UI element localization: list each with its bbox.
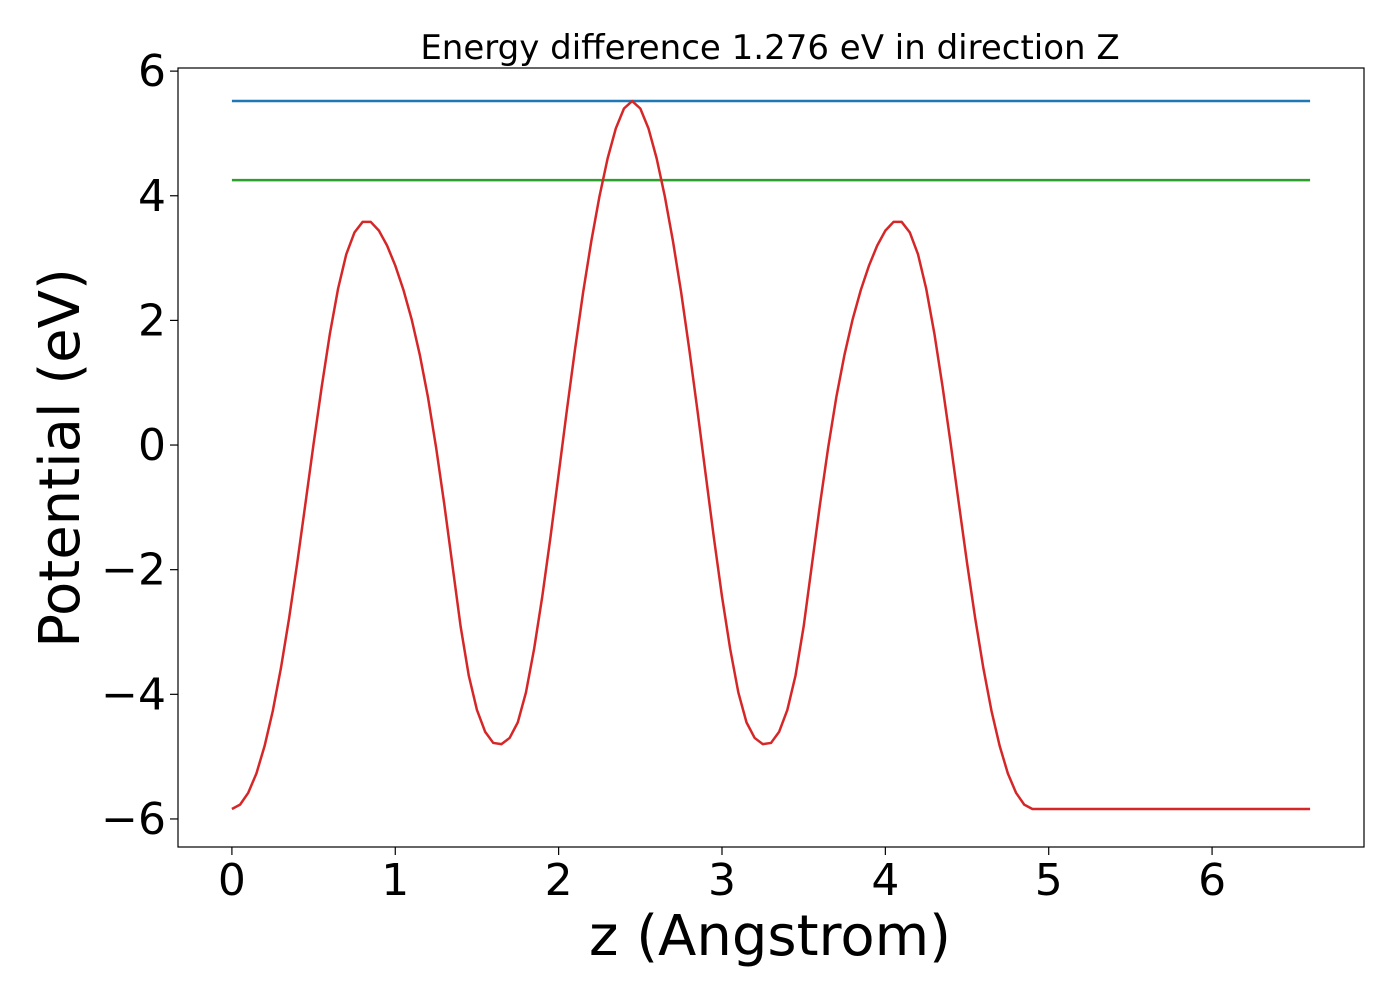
- series-line-2: [231, 99, 1311, 811]
- chart-title: Energy difference 1.276 eV in direction …: [420, 28, 1119, 68]
- y-tick-label: −2: [101, 545, 166, 596]
- y-tick-label: 6: [138, 46, 166, 97]
- axes-frame: [177, 67, 1365, 848]
- y-tick-label: −4: [101, 669, 166, 720]
- x-axis-ticks: 0 1 2 3 4 5 6: [218, 847, 1226, 906]
- x-tick-label: 6: [1198, 855, 1226, 906]
- x-tick-label: 5: [1035, 855, 1063, 906]
- y-tick-label: −6: [101, 794, 166, 845]
- y-tick-label: 2: [138, 295, 166, 346]
- x-tick-label: 3: [708, 855, 736, 906]
- x-tick-label: 0: [218, 855, 246, 906]
- y-axis-label: Potential (eV): [28, 268, 93, 648]
- y-tick-label: 4: [138, 171, 166, 222]
- x-tick-label: 1: [381, 855, 409, 906]
- y-tick-label: 0: [138, 420, 166, 471]
- x-axis-label: z (Angstrom): [589, 904, 951, 969]
- x-tick-label: 4: [871, 855, 899, 906]
- y-axis-ticks: −6 −4 −2 0 2 4 6: [101, 46, 178, 845]
- plot-area: [231, 99, 1311, 811]
- x-tick-label: 2: [545, 855, 573, 906]
